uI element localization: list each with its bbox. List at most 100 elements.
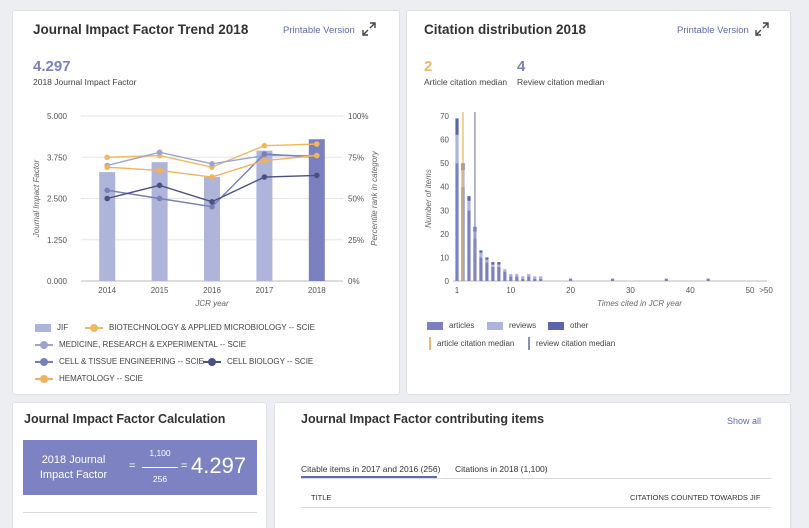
show-all-link[interactable]: Show all bbox=[727, 416, 762, 426]
legend-item-review-median[interactable]: review citation median bbox=[528, 337, 615, 350]
bar-reviews bbox=[497, 264, 501, 267]
expand-icon[interactable] bbox=[361, 21, 377, 37]
legend-label-jif: JIF bbox=[57, 323, 69, 332]
x-tick-label: 2015 bbox=[151, 286, 169, 295]
series-point-cell_bio bbox=[156, 182, 163, 189]
tab-citations[interactable]: Citations in 2018 (1,100) bbox=[455, 464, 548, 474]
article-median-value: 2 bbox=[424, 58, 433, 75]
jif-trend-legend: JIF BIOTECHNOLOGY & APPLIED MICROBIOLOGY… bbox=[35, 323, 395, 393]
series-point-biotech bbox=[314, 141, 320, 147]
jif-trend-title: Journal Impact Factor Trend 2018 bbox=[33, 22, 249, 37]
legend-label-article-median: article citation median bbox=[437, 339, 515, 348]
x-axis-label: Times cited in JCR year bbox=[597, 299, 682, 308]
y-tick-label: 2.500 bbox=[47, 195, 68, 204]
calc-equals-2: = bbox=[181, 460, 188, 472]
bar-articles bbox=[479, 257, 483, 281]
y-tick-label: 3.750 bbox=[47, 153, 68, 162]
legend-item-cell-tissue[interactable]: CELL & TISSUE ENGINEERING -- SCIE bbox=[35, 357, 204, 366]
series-point-cell_tissue bbox=[209, 203, 215, 210]
x-axis-label: JCR year bbox=[194, 299, 229, 308]
citation-dist-title: Citation distribution 2018 bbox=[424, 22, 587, 37]
y-tick-label: 60 bbox=[440, 136, 449, 145]
legend-item-article-median[interactable]: article citation median bbox=[429, 337, 514, 350]
series-point-cell_tissue bbox=[156, 195, 163, 202]
legend-swatch-medicine bbox=[35, 340, 53, 349]
y2-axis-label: Percentile rank in category bbox=[370, 150, 379, 246]
bar-articles bbox=[509, 276, 513, 281]
bar-articles bbox=[491, 266, 495, 281]
bar-other bbox=[467, 196, 471, 201]
jif-calculation-formula: 2018 Journal Impact Factor = 1,100 256 =… bbox=[23, 440, 257, 495]
x-tick-label: 10 bbox=[506, 286, 515, 295]
x-tick-label: 20 bbox=[566, 286, 575, 295]
header-divider bbox=[301, 507, 771, 508]
x-tick-label: 2018 bbox=[308, 286, 326, 295]
series-point-cell_tissue bbox=[104, 187, 110, 194]
legend-swatch-hematology bbox=[35, 374, 53, 383]
x-tick-label: 50 bbox=[746, 286, 755, 295]
legend-item-articles[interactable]: articles bbox=[427, 321, 474, 330]
series-point-cell_bio bbox=[314, 172, 320, 179]
y2-tick-label: 100% bbox=[348, 112, 368, 121]
legend-item-other[interactable]: other bbox=[548, 321, 588, 330]
legend-item-cell-bio[interactable]: CELL BIOLOGY -- SCIE bbox=[203, 357, 313, 366]
calc-equals-1: = bbox=[129, 460, 136, 472]
legend-item-hematology[interactable]: HEMATOLOGY -- SCIE bbox=[35, 374, 143, 383]
series-point-biotech bbox=[261, 142, 268, 149]
legend-item-medicine[interactable]: MEDICINE, RESEARCH & EXPERIMENTAL -- SCI… bbox=[35, 340, 246, 349]
bar-other bbox=[479, 250, 483, 253]
expand-icon[interactable] bbox=[754, 21, 770, 37]
y-tick-label: 1.250 bbox=[47, 236, 68, 245]
x-tick-label: 40 bbox=[686, 286, 695, 295]
review-median-label: Review citation median bbox=[517, 77, 605, 87]
series-point-cell_tissue bbox=[261, 151, 268, 157]
series-point-medicine bbox=[156, 149, 163, 156]
y-axis-label: Journal Impact Factor bbox=[32, 159, 41, 238]
printable-version-link[interactable]: Printable Version bbox=[283, 25, 355, 36]
bar-reviews bbox=[479, 252, 483, 258]
y2-tick-label: 25% bbox=[348, 236, 364, 245]
bar-reviews bbox=[515, 273, 519, 277]
bar-reviews bbox=[521, 276, 525, 279]
bar-reviews bbox=[467, 200, 471, 211]
legend-item-biotech[interactable]: BIOTECHNOLOGY & APPLIED MICROBIOLOGY -- … bbox=[85, 323, 315, 332]
bar-articles bbox=[455, 163, 459, 281]
calc-denominator: 256 bbox=[152, 474, 168, 484]
bar-articles bbox=[533, 278, 537, 281]
calc-divider bbox=[23, 512, 257, 513]
legend-swatch-biotech bbox=[85, 323, 103, 332]
calc-result: 4.297 bbox=[191, 453, 247, 478]
review-median-value: 4 bbox=[517, 58, 526, 75]
x-tick-label: 2017 bbox=[256, 286, 274, 295]
y-tick-label: 30 bbox=[440, 206, 449, 215]
bar-articles bbox=[467, 210, 471, 281]
legend-label-cell-bio: CELL BIOLOGY -- SCIE bbox=[227, 357, 314, 366]
jif-value: 4.297 bbox=[33, 58, 71, 75]
series-point-cell_bio bbox=[261, 174, 268, 180]
bar-jif bbox=[204, 177, 220, 281]
tab-citable-items[interactable]: Citable items in 2017 and 2016 (256) bbox=[301, 464, 441, 474]
legend-item-reviews[interactable]: reviews bbox=[487, 321, 536, 330]
bar-articles bbox=[485, 262, 489, 281]
legend-item-jif[interactable]: JIF bbox=[35, 323, 68, 332]
bar-articles bbox=[527, 276, 531, 281]
col-header-citations: CITATIONS COUNTED TOWARDS JIF bbox=[630, 493, 761, 502]
printable-version-link[interactable]: Printable Version bbox=[677, 25, 749, 36]
y-tick-label: 0.000 bbox=[47, 277, 68, 286]
bar-articles bbox=[521, 278, 525, 281]
legend-label-review-median: review citation median bbox=[536, 339, 616, 348]
bar-other bbox=[491, 262, 495, 265]
legend-swatch-jif bbox=[35, 323, 51, 332]
x-tick-label: 2016 bbox=[203, 286, 221, 295]
y-tick-label: 20 bbox=[440, 230, 449, 239]
tab-active-underline bbox=[301, 476, 437, 478]
y-tick-label: 40 bbox=[440, 183, 449, 192]
jif-value-label: 2018 Journal Impact Factor bbox=[33, 77, 137, 87]
x-tick-label: 30 bbox=[626, 286, 635, 295]
col-header-title: TITLE bbox=[311, 493, 332, 502]
y-tick-label: 10 bbox=[440, 253, 449, 262]
legend-swatch-reviews bbox=[487, 321, 503, 330]
bar-reviews bbox=[491, 264, 495, 267]
series-point-biotech bbox=[104, 154, 110, 161]
y2-tick-label: 0% bbox=[348, 277, 360, 286]
